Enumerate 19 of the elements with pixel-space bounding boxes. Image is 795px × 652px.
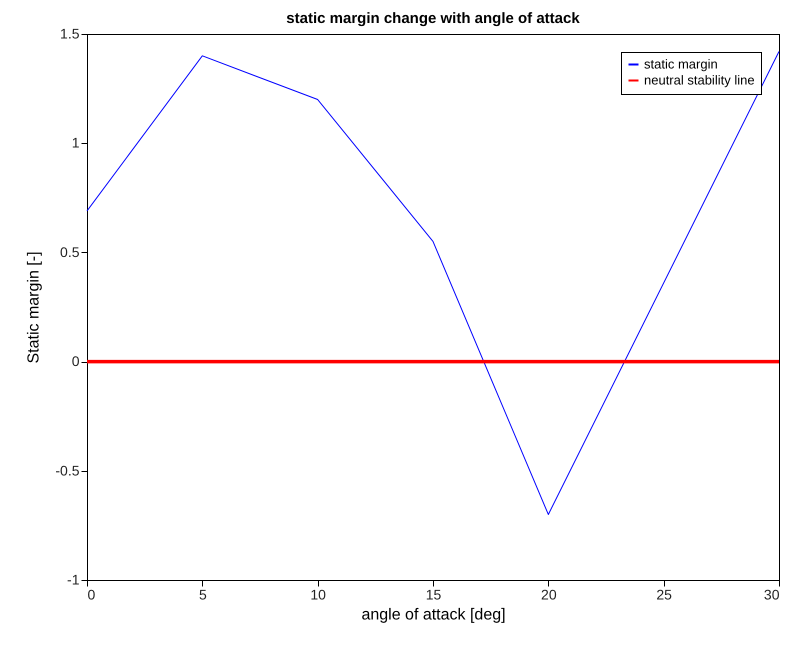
x-tick-label: 15 bbox=[426, 586, 442, 602]
y-tick-label: -1 bbox=[67, 572, 80, 588]
y-tick-label: -0.5 bbox=[55, 462, 80, 478]
x-tick-label: 30 bbox=[764, 586, 780, 602]
y-tick-label: 1.5 bbox=[60, 26, 80, 42]
x-tick-label: 10 bbox=[310, 586, 326, 602]
legend-label: neutral stability line bbox=[644, 72, 755, 88]
x-tick-label: 0 bbox=[88, 586, 96, 602]
chart-title: static margin change with angle of attack bbox=[286, 10, 580, 27]
x-tick-label: 5 bbox=[198, 586, 207, 602]
y-tick-label: 0.5 bbox=[60, 244, 80, 260]
y-tick-label: 1 bbox=[72, 134, 80, 151]
y-axis-title: Static margin [-] bbox=[25, 251, 42, 364]
line-series bbox=[86, 50, 780, 515]
y-tick-label: 0 bbox=[72, 353, 80, 370]
x-tick-label: 20 bbox=[541, 586, 557, 602]
x-tick-label: 25 bbox=[656, 586, 672, 602]
legend-label: static margin bbox=[644, 56, 718, 72]
x-axis-title: angle of attack [deg] bbox=[361, 606, 506, 624]
